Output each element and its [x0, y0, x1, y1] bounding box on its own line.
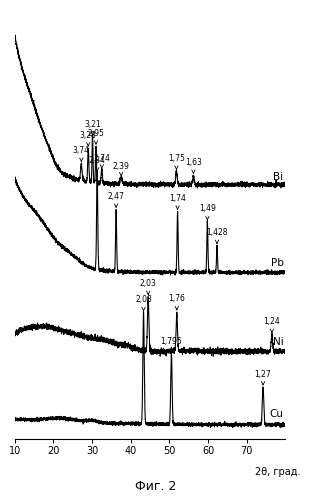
Text: 2,74: 2,74	[93, 154, 110, 168]
Text: 1,63: 1,63	[185, 158, 202, 173]
Text: 1,76: 1,76	[168, 294, 185, 310]
Text: 3,28: 3,28	[80, 130, 97, 146]
Text: 2,95: 2,95	[88, 129, 105, 144]
Text: 3,21: 3,21	[84, 120, 101, 135]
Text: Bi: Bi	[273, 172, 284, 182]
Text: 3,74: 3,74	[73, 146, 90, 161]
Text: 1,428: 1,428	[206, 228, 228, 244]
Text: 2θ, град.: 2θ, град.	[255, 468, 300, 477]
Text: 1,795: 1,795	[160, 337, 182, 352]
Text: Ni: Ni	[273, 337, 284, 347]
Text: 2,47: 2,47	[108, 192, 124, 207]
Text: 2,39: 2,39	[113, 162, 129, 176]
Text: Фиг. 2: Фиг. 2	[135, 480, 177, 492]
Text: 2,84: 2,84	[89, 156, 105, 171]
Text: 2,03: 2,03	[140, 279, 157, 294]
Text: 1,75: 1,75	[168, 154, 185, 169]
Text: 1,27: 1,27	[255, 370, 271, 385]
Text: 2,08: 2,08	[135, 296, 152, 310]
Text: 1,74: 1,74	[169, 194, 186, 209]
Text: 1,24: 1,24	[264, 317, 280, 332]
Text: 1,49: 1,49	[199, 204, 216, 220]
Text: Cu: Cu	[270, 409, 284, 419]
Text: Pb: Pb	[271, 258, 284, 268]
